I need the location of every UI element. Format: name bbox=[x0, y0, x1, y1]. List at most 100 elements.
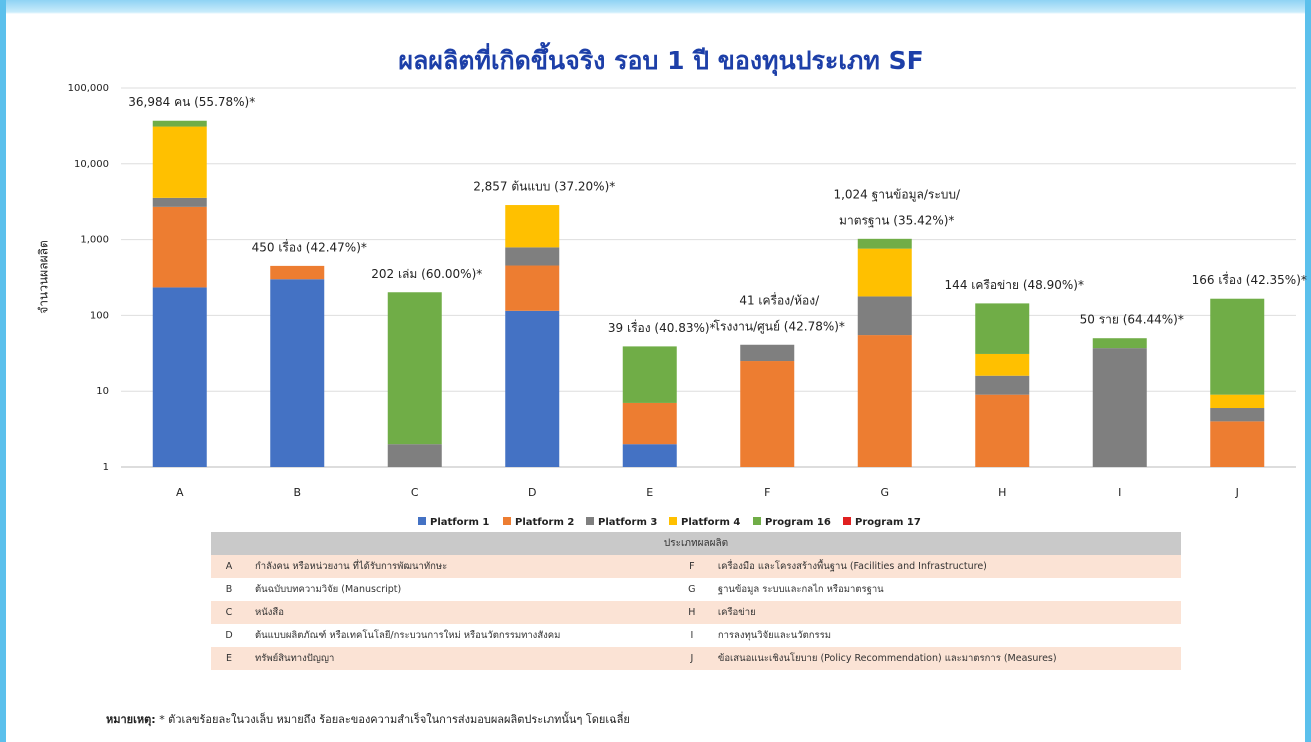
x-tick-label: E bbox=[646, 486, 653, 499]
bar-segment bbox=[1210, 421, 1265, 467]
annotation: 1,024 ฐานข้อมูล/ระบบ/ bbox=[833, 187, 961, 202]
y-tick-label: 10 bbox=[96, 386, 109, 397]
annotation: 450 เรื่อง (42.47%)* bbox=[252, 238, 367, 254]
legend-swatch bbox=[753, 517, 761, 525]
bar-segment bbox=[505, 247, 560, 266]
row-description: กำลังคน หรือหน่วยงาน ที่ได้รับการพัฒนาทั… bbox=[247, 555, 674, 578]
row-code: J bbox=[673, 647, 710, 670]
row-description: การลงทุนวิจัยและนวัตกรรม bbox=[717, 630, 831, 641]
bar-segment bbox=[152, 206, 207, 288]
chart: ผลผลิตที่เกิดขึ้นจริง รอบ 1 ปี ของทุนประ… bbox=[37, 41, 1307, 528]
legend-swatch bbox=[503, 517, 511, 525]
note: หมายเหตุ: * ตัวเลขร้อยละในวงเล็บ หมายถึง… bbox=[106, 710, 630, 728]
bar-segment bbox=[857, 248, 912, 297]
y-tick-label: 10,000 bbox=[74, 159, 109, 170]
y-tick-label: 100,000 bbox=[68, 83, 109, 94]
table-row: E ทรัพย์สินทางปัญญา J ข้อเสนอแนะเชิงนโยบาย … bbox=[211, 647, 1181, 670]
x-tick-label: D bbox=[528, 486, 536, 499]
x-tick-label: H bbox=[998, 486, 1006, 499]
annotation: 166 เรื่อง (42.35%)* bbox=[1192, 271, 1307, 287]
bar-segment bbox=[622, 346, 677, 403]
bar-segment bbox=[270, 279, 325, 467]
legend-label: Platform 1 bbox=[430, 517, 489, 528]
bar-segment bbox=[505, 310, 560, 467]
row-code: E bbox=[211, 647, 247, 670]
row-description: ต้นแบบผลิตภัณฑ์ หรือเทคโนโลยี/กระบวนการใ… bbox=[255, 630, 561, 641]
chart-title: ผลผลิตที่เกิดขึ้นจริง รอบ 1 ปี ของทุนประ… bbox=[398, 41, 923, 77]
bar-segment bbox=[1210, 408, 1265, 422]
bar-segment bbox=[857, 238, 912, 249]
y-tick-label: 100 bbox=[90, 310, 109, 321]
row-code: B bbox=[225, 584, 233, 595]
legend-label: Program 16 bbox=[765, 517, 831, 528]
row-description: หนังสือ bbox=[247, 601, 674, 624]
table-row: B ต้นฉบับบทความวิจัย (Manuscript) G ฐานข้อม… bbox=[211, 578, 1181, 601]
legend-label: Program 17 bbox=[855, 517, 921, 528]
x-tick-label: B bbox=[293, 486, 301, 499]
y-axis-label: จำนวนผลผลิต bbox=[37, 240, 51, 313]
annotation: 41 เครื่อง/ห้อง/ bbox=[739, 291, 820, 307]
bar-segment bbox=[270, 265, 325, 280]
row-code: I bbox=[690, 630, 694, 641]
x-tick-label: C bbox=[411, 486, 419, 499]
row-description: ฐานข้อมูล ระบบและกลไก หรือมาตรฐาน bbox=[717, 584, 884, 595]
row-code: C bbox=[211, 601, 247, 624]
legend-swatch bbox=[418, 517, 426, 525]
bar-segment bbox=[975, 353, 1030, 376]
bar-segment bbox=[387, 292, 442, 445]
legend-table: ประเภทผลผลิต A กำลังคน หรือหน่วยงาน ที่ได… bbox=[211, 532, 1181, 670]
bar-segment bbox=[740, 344, 795, 362]
bar-segment bbox=[975, 375, 1030, 395]
x-tick-label: I bbox=[1118, 486, 1121, 499]
bar-segment bbox=[1210, 394, 1265, 409]
annotation: มาตรฐาน (35.42%)* bbox=[839, 213, 954, 227]
table-row: A กำลังคน หรือหน่วยงาน ที่ได้รับการพัฒนาท… bbox=[211, 555, 1181, 578]
y-tick-label: 1 bbox=[103, 462, 109, 473]
bar-segment bbox=[505, 205, 560, 248]
bar-segment bbox=[857, 335, 912, 467]
x-tick-label: A bbox=[176, 486, 184, 499]
row-code: F bbox=[673, 555, 710, 578]
row-code: H bbox=[673, 601, 710, 624]
annotation: 50 ราย (64.44%)* bbox=[1080, 313, 1184, 327]
legend-swatch bbox=[586, 517, 594, 525]
bar-segment bbox=[1092, 338, 1147, 349]
row-code: A bbox=[211, 555, 247, 578]
legend-swatch bbox=[669, 517, 677, 525]
legend-label: Platform 3 bbox=[598, 517, 657, 528]
bar-segment bbox=[1210, 298, 1265, 395]
row-code: G bbox=[688, 584, 696, 595]
row-description: ต้นฉบับบทความวิจัย (Manuscript) bbox=[255, 584, 402, 595]
annotation: 2,857 ต้นแบบ (37.20%)* bbox=[473, 180, 615, 194]
annotation: โรงงาน/ศูนย์ (42.78%)* bbox=[714, 319, 845, 334]
row-description: เครือข่าย bbox=[709, 601, 1181, 624]
x-tick-label: J bbox=[1235, 486, 1239, 499]
row-description: ทรัพย์สินทางปัญญา bbox=[247, 647, 674, 670]
annotation: 202 เล่ม (60.00%)* bbox=[371, 267, 482, 281]
bar-segment bbox=[152, 197, 207, 207]
row-code: D bbox=[225, 630, 233, 641]
table-row: C หนังสือ H เครือข่าย bbox=[211, 601, 1181, 624]
bar-segment bbox=[622, 402, 677, 445]
bar-segment bbox=[740, 361, 795, 467]
x-tick-label: G bbox=[880, 486, 889, 499]
annotation: 39 เรื่อง (40.83%)* bbox=[608, 319, 716, 335]
bar-segment bbox=[975, 303, 1030, 354]
y-tick-label: 1,000 bbox=[80, 235, 109, 246]
note-label: หมายเหตุ: bbox=[106, 713, 156, 726]
bar-segment bbox=[857, 296, 912, 336]
bar-segment bbox=[152, 120, 207, 127]
bar-segment bbox=[387, 444, 442, 467]
legend-label: Platform 2 bbox=[515, 517, 574, 528]
bar-segment bbox=[152, 126, 207, 198]
bar-segment bbox=[975, 394, 1030, 467]
row-description: ข้อเสนอแนะเชิงนโยบาย (Policy Recommendat… bbox=[709, 647, 1181, 670]
note-text: * ตัวเลขร้อยละในวงเล็บ หมายถึง ร้อยละของ… bbox=[159, 713, 630, 726]
bar-segment bbox=[505, 265, 560, 311]
bar-segment bbox=[622, 444, 677, 467]
legend-label: Platform 4 bbox=[681, 517, 740, 528]
legend-swatch bbox=[843, 517, 851, 525]
bar-segment bbox=[1092, 348, 1147, 467]
annotation: 36,984 คน (55.78%)* bbox=[128, 95, 255, 109]
